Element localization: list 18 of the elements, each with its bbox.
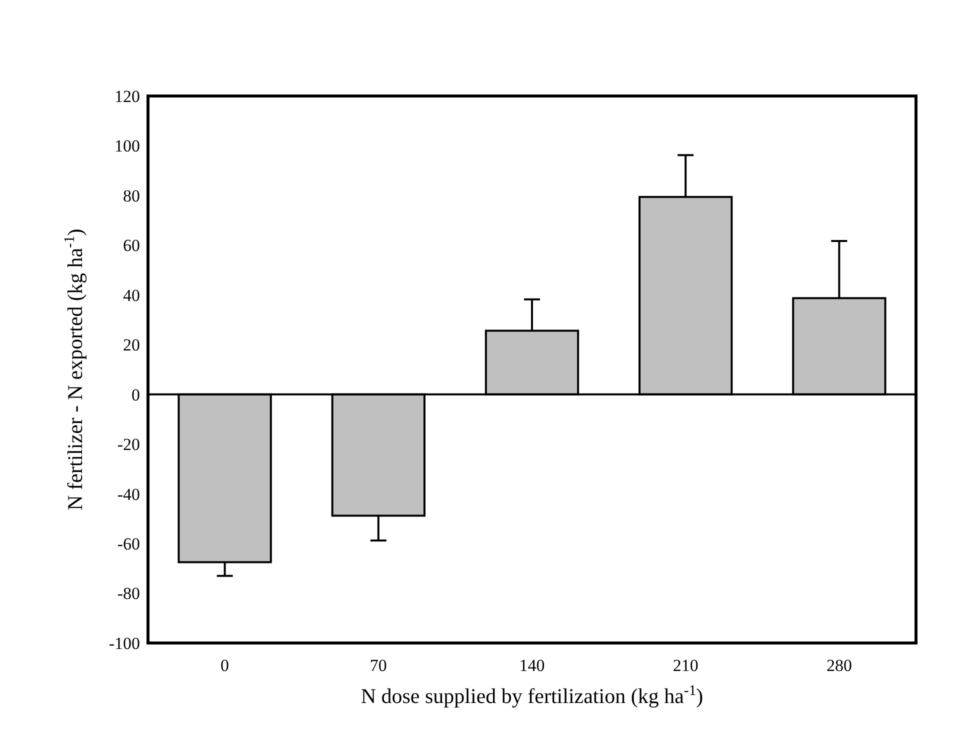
y-tick-label: 100 — [114, 136, 140, 156]
x-axis-title: N dose supplied by fertilization (kg ha$^{-1}$) — [360, 683, 704, 708]
y-tick-label: -80 — [117, 584, 140, 604]
x-tick-label: 140 — [519, 656, 545, 675]
y-tick-label: 40 — [123, 286, 140, 305]
x-tick-label: 280 — [826, 656, 852, 675]
y-tick-label: -20 — [117, 435, 140, 454]
x-tick-label: 0 — [220, 656, 230, 675]
y-tick-label: -100 — [108, 634, 140, 653]
y-tick-label: 120 — [114, 86, 140, 106]
y-tick-label: -60 — [117, 534, 140, 554]
y-tick-label: 0 — [132, 385, 140, 404]
y-tick-label: -40 — [117, 484, 140, 504]
y-tick-label: 60 — [123, 236, 140, 256]
x-tick-label: 70 — [370, 656, 387, 675]
y-tick-label: 80 — [123, 186, 140, 206]
x-tick-label: 210 — [672, 656, 698, 675]
y-tick-label: 20 — [123, 336, 140, 355]
